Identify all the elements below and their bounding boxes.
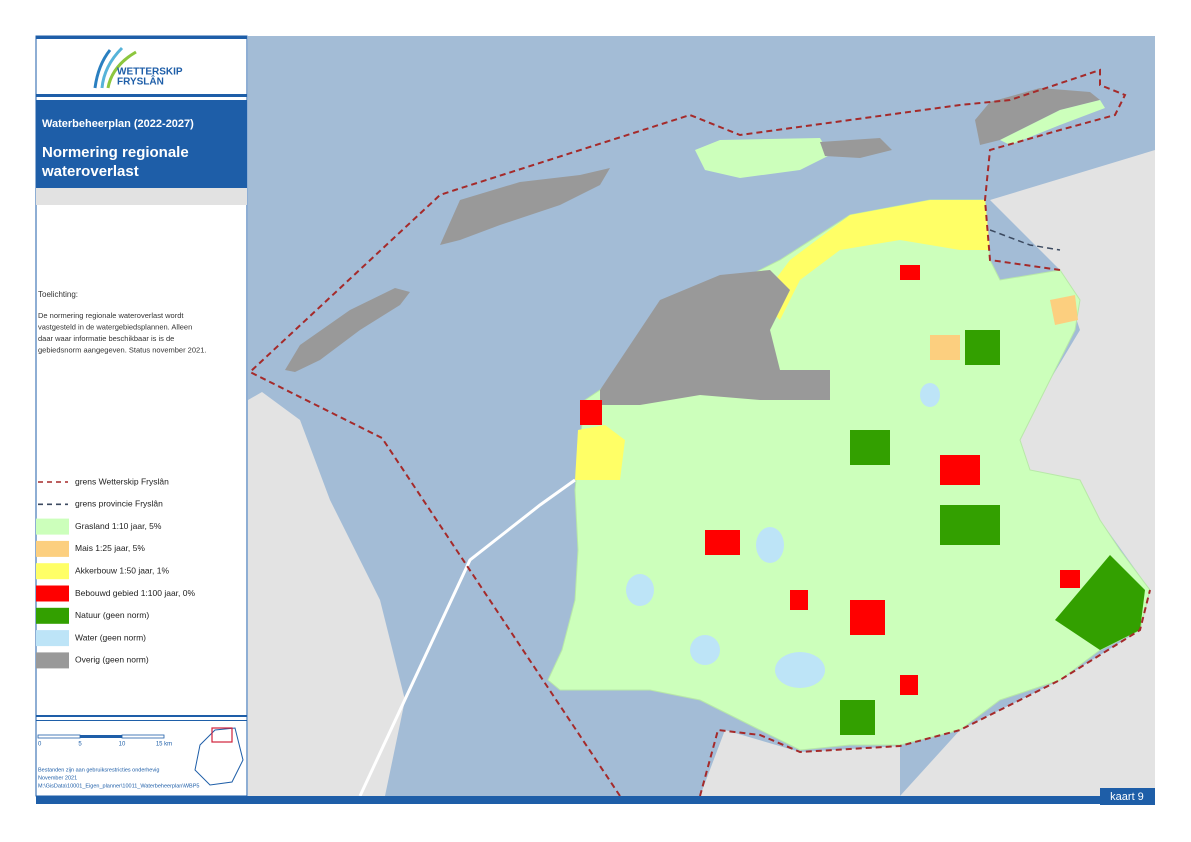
explanation-line: De normering regionale wateroverlast wor… <box>38 311 184 320</box>
scale-label: 0 <box>38 742 42 748</box>
legend-label: grens provincie Fryslân <box>75 499 163 509</box>
scale-label: 5 <box>78 742 82 748</box>
legend-swatch <box>36 630 69 647</box>
border-wetterskip <box>248 68 1127 797</box>
legend-swatch <box>36 585 69 602</box>
explanation-line: gebiedsnorm aangegeven. Status november … <box>38 345 206 354</box>
nature <box>940 505 1000 545</box>
nature <box>965 330 1000 365</box>
subtitle: Waterbeheerplan (2022-2027) <box>42 118 194 130</box>
scale-segment <box>80 735 122 738</box>
built-area <box>1060 570 1080 588</box>
island <box>695 138 830 178</box>
rule <box>36 715 247 717</box>
built-area <box>900 675 918 695</box>
built-area <box>900 265 920 280</box>
map <box>248 36 1155 797</box>
land-use <box>580 265 1145 735</box>
legend-label: grens Wetterskip Fryslân <box>75 476 169 486</box>
built-area <box>580 400 602 425</box>
lake <box>626 574 654 606</box>
nature <box>1055 555 1145 650</box>
lake <box>920 383 940 407</box>
built-area <box>790 590 808 610</box>
scale-label: 15 km <box>156 742 172 748</box>
legend-label: Bebouwd gebied 1:100 jaar, 0% <box>75 588 195 598</box>
rule <box>36 94 247 97</box>
title: wateroverlast <box>41 163 139 180</box>
logo-text: WETTERSKIP <box>117 67 183 78</box>
border-wetterskip <box>699 589 1151 797</box>
island <box>1000 100 1105 145</box>
rule <box>36 720 247 721</box>
legend-swatch <box>36 607 69 624</box>
footer: Bestanden zijn aan gebruiksrestricties o… <box>38 767 199 789</box>
coastal-arable <box>760 200 990 320</box>
explanation-line: daar waar informatie beschikbaar is is d… <box>38 334 174 343</box>
lake <box>690 635 720 665</box>
legend-label: Grasland 1:10 jaar, 5% <box>75 521 162 531</box>
scale-bar: 0 5 10 15 km <box>37 734 172 748</box>
island <box>975 88 1100 145</box>
title-block <box>36 100 247 188</box>
bottom-bar <box>36 796 1155 804</box>
legend-swatch <box>36 652 69 669</box>
logo-stroke <box>100 46 124 89</box>
logo: WETTERSKIP FRYSLÂN <box>93 46 183 89</box>
lake <box>775 652 825 688</box>
explanation-heading: Toelichting: <box>38 290 78 299</box>
island <box>285 288 410 372</box>
mudflat <box>600 270 830 405</box>
border-province <box>989 229 1061 251</box>
dike <box>358 478 576 797</box>
explanation: De normering regionale wateroverlast wor… <box>38 311 206 355</box>
top-rule <box>36 36 247 39</box>
island <box>440 168 610 245</box>
legend-swatch <box>36 540 69 557</box>
legend-label: Overig (geen norm) <box>75 655 149 665</box>
legend-swatch <box>36 563 69 580</box>
maize <box>1050 295 1078 325</box>
land-east <box>900 150 1155 796</box>
scale-label: 10 <box>119 742 126 748</box>
legend-swatch <box>36 518 69 535</box>
footer-line: M:\GisData\10001_Eigen_planner\10011_Wat… <box>38 783 199 789</box>
built-area <box>850 600 885 635</box>
nature <box>850 430 890 465</box>
built-area <box>705 530 740 555</box>
built-area <box>940 455 980 485</box>
grey-strip <box>36 188 247 205</box>
legend-label: Water (geen norm) <box>75 632 146 642</box>
logo-stroke <box>93 49 112 89</box>
logo-stroke <box>106 50 137 89</box>
coastal-arable <box>575 425 625 480</box>
legend: grens Wetterskip Fryslân grens provincie … <box>36 476 195 669</box>
nature <box>840 700 875 735</box>
inset-frame <box>211 727 233 743</box>
island <box>820 138 892 158</box>
footer-line: Bestanden zijn aan gebruiksrestricties o… <box>38 767 159 773</box>
land-west <box>248 392 405 796</box>
legend-label: Akkerbouw 1:50 jaar, 1% <box>75 565 169 575</box>
explanation-line: vastgesteld in de watergebiedsplannen. A… <box>38 322 192 331</box>
legend-label: Natuur (geen norm) <box>75 610 149 620</box>
maize <box>930 335 960 360</box>
land-south <box>700 730 900 796</box>
logo-text: FRYSLÂN <box>117 75 164 88</box>
inset-map <box>194 727 244 786</box>
scale-segment <box>121 734 165 739</box>
map-label-box <box>1100 788 1155 805</box>
scale-segment <box>37 734 81 739</box>
legend-label: Mais 1:25 jaar, 5% <box>75 543 145 553</box>
title: Normering regionale <box>42 144 189 161</box>
map-label: kaart 9 <box>1110 791 1144 803</box>
lake <box>756 527 784 563</box>
footer-line: November 2021 <box>38 775 77 781</box>
